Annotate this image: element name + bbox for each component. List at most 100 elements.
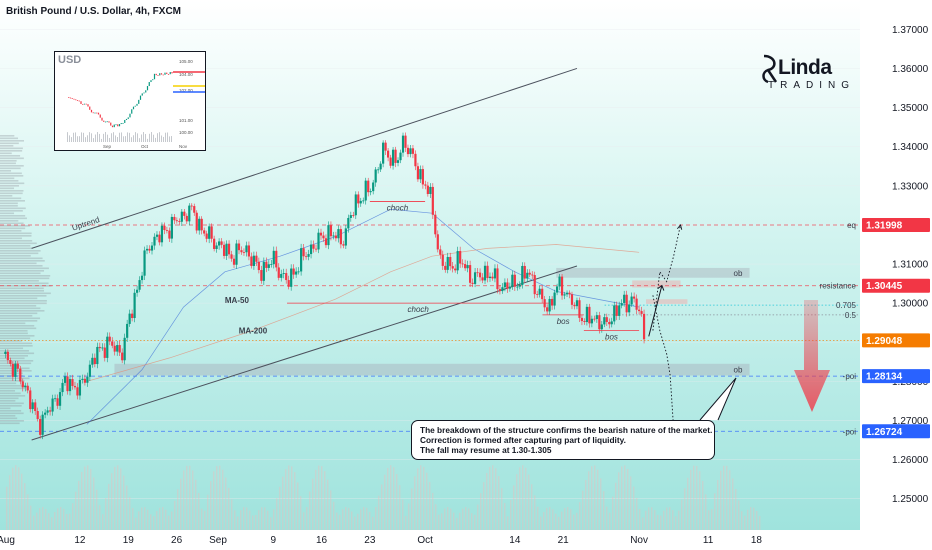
volume-bar — [516, 474, 518, 530]
candle-body — [300, 248, 303, 272]
candle-body — [178, 221, 181, 222]
candle-body — [118, 345, 121, 353]
candle-body — [133, 292, 136, 319]
volume-bar — [0, 182, 25, 185]
candle-body — [454, 268, 457, 271]
volume-bar — [0, 310, 45, 312]
inset-tick-label: 101.00 — [179, 118, 193, 123]
candle-body — [421, 169, 424, 185]
candle-body — [466, 265, 469, 269]
candle-body — [309, 244, 313, 255]
volume-bar — [0, 255, 31, 257]
candle-body — [635, 298, 638, 310]
candle-body — [364, 180, 367, 201]
time-axis: Aug 12 19 26 Sep 9 16 23 Oct 14 21 Nov 11 18 — [0, 535, 762, 546]
volume-bar — [558, 516, 560, 530]
inset-candle — [131, 109, 133, 114]
volume-bar — [0, 285, 52, 287]
candle-body — [245, 245, 248, 253]
volume-bar — [0, 242, 37, 245]
candle-body — [565, 292, 569, 295]
volume-bar — [438, 514, 440, 530]
price-tag-label: 1.28134 — [866, 372, 903, 383]
volume-bar — [0, 322, 26, 325]
inset-candle — [132, 106, 135, 110]
inset-candle — [159, 73, 161, 76]
volume-bar — [0, 155, 21, 157]
volume-bar — [183, 470, 185, 530]
volume-bar — [0, 205, 18, 207]
volume-bar — [0, 252, 39, 255]
volume-bar — [168, 515, 170, 530]
volume-bar — [0, 267, 49, 270]
candle-body — [280, 273, 283, 278]
volume-bar — [369, 511, 371, 530]
candle-body — [359, 200, 362, 204]
candle-body — [41, 414, 44, 435]
candle-body — [230, 254, 233, 259]
candle-body — [193, 206, 196, 213]
candle-body — [464, 264, 467, 269]
candle-body — [158, 234, 161, 243]
candle-body — [312, 244, 315, 249]
volume-bar — [390, 465, 392, 530]
volume-bar — [90, 469, 92, 530]
inset-candle — [164, 72, 166, 75]
candle-body — [155, 234, 159, 237]
volume-bar — [0, 335, 35, 337]
inset-volume-bar — [141, 134, 142, 142]
candle-body — [339, 229, 342, 245]
volume-bar — [0, 307, 41, 310]
candle-body — [188, 205, 191, 222]
ma-line — [86, 244, 640, 382]
volume-bar — [753, 507, 755, 530]
candle-body — [225, 243, 228, 256]
candle-body — [580, 317, 584, 322]
candle-body — [153, 236, 156, 246]
candle-body — [101, 347, 104, 349]
price-tag — [862, 369, 930, 384]
candle-body — [11, 363, 14, 377]
candle-body — [459, 251, 462, 264]
volume-bar — [0, 157, 24, 160]
volume-bar — [606, 506, 608, 530]
candle-body — [270, 264, 273, 265]
candle-body — [213, 238, 216, 249]
candle-body — [444, 265, 447, 270]
inset-volume-bar — [123, 136, 124, 142]
candle-body — [555, 286, 559, 293]
candle-body — [140, 275, 144, 281]
volume-bar — [453, 512, 455, 530]
candle-body — [76, 387, 79, 396]
volume-bar — [0, 380, 25, 382]
candle-body — [488, 276, 492, 279]
inset-volume-bar — [167, 132, 168, 142]
volume-bar — [477, 504, 479, 530]
brand-logo: Linda TRADING — [758, 52, 849, 97]
candle-body — [573, 304, 576, 307]
candle-body — [123, 337, 126, 361]
fib-label: 0.705 — [836, 301, 857, 310]
volume-bar — [0, 280, 39, 282]
volume-bar — [495, 468, 497, 530]
inset-volume-bar — [111, 133, 112, 142]
inset-candle — [169, 72, 171, 75]
structure-marks: choch choch bos bos — [287, 201, 640, 342]
volume-bar — [411, 488, 413, 530]
volume-bar — [0, 227, 26, 230]
candle-body — [389, 157, 392, 166]
candle-body — [570, 294, 574, 305]
inset-candle — [76, 100, 79, 101]
volume-bar — [159, 507, 161, 530]
volume-bar — [363, 507, 365, 530]
channel-line — [31, 265, 578, 441]
candle-body — [578, 300, 581, 318]
volume-bar — [747, 509, 749, 530]
inset-volume-bar — [75, 132, 76, 142]
inset-volume-bar — [105, 132, 106, 142]
candle-body — [608, 321, 611, 325]
candle-body — [282, 273, 285, 274]
candle-body — [31, 402, 34, 410]
inset-candle — [146, 86, 149, 91]
candle-body — [429, 186, 432, 194]
